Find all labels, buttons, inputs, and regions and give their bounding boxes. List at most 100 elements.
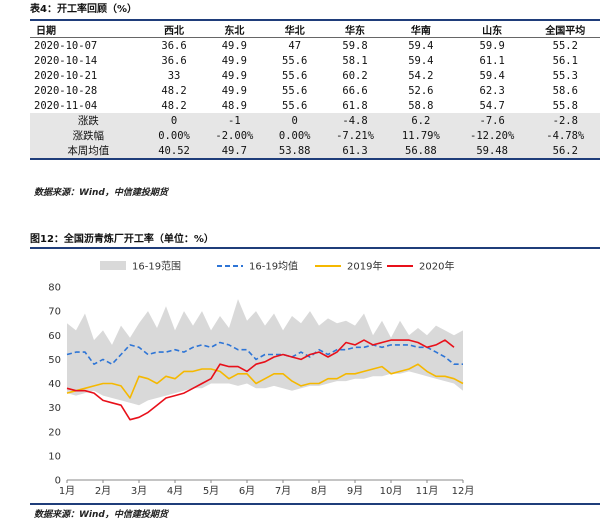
summary-cell: 0.00% <box>267 128 323 143</box>
summary-cell: 61.3 <box>322 143 388 160</box>
table-cell: 60.2 <box>342 69 368 82</box>
table-row: 2020-10-21 33 49.9 55.6 60.2 54.2 59.4 55.3 <box>30 68 600 83</box>
summary-row: 涨跌 0 -1 0 -4.8 6.2 -7.6 -2.8 <box>30 113 600 128</box>
y-tick-label: 70 <box>48 307 61 318</box>
summary-cell: 0 <box>146 113 202 128</box>
summary-cell: -2.00% <box>201 128 268 143</box>
table-cell: 62.3 <box>479 84 505 97</box>
y-tick-label: 10 <box>48 451 61 462</box>
table-cell: 58.8 <box>408 99 434 112</box>
table-cell: 33 <box>167 69 181 82</box>
table-row: 2020-10-07 36.6 49.9 47 59.8 59.4 59.9 55.2 <box>30 38 600 54</box>
table-header-cell: 山东 <box>453 22 531 38</box>
table-cell: 59.9 <box>479 39 505 52</box>
x-tick-label: 5月 <box>203 485 219 497</box>
summary-cell: 40.52 <box>146 143 202 160</box>
table-cell: 2020-11-04 <box>34 99 98 112</box>
table-row: 2020-11-04 48.2 48.9 55.6 61.8 58.8 54.7 55.8 <box>30 98 600 113</box>
table-header-cell: 华南 <box>387 22 454 38</box>
x-tick-label: 4月 <box>167 485 183 497</box>
y-tick-label: 20 <box>48 427 61 438</box>
table-cell: 55.6 <box>282 99 308 112</box>
table-caption: 表4：开工率回顾（%） <box>30 3 600 21</box>
x-tick-label: 8月 <box>311 485 327 497</box>
table-header-cell: 华北 <box>267 22 323 38</box>
legend-2019-label: 2019年 <box>347 260 382 273</box>
table-cell: 58.6 <box>552 84 578 97</box>
table-cell: 2020-10-28 <box>34 84 98 97</box>
summary-cell: 49.7 <box>201 143 268 160</box>
table-cell: 61.8 <box>342 99 368 112</box>
table-cell: 55.8 <box>552 99 578 112</box>
table-cell: 55.6 <box>282 69 308 82</box>
range-band-area <box>67 299 463 406</box>
table-cell: 49.9 <box>221 39 248 52</box>
table-cell: 58.1 <box>342 54 368 67</box>
y-tick-label: 60 <box>48 331 61 342</box>
table-cell: 66.6 <box>342 84 368 97</box>
summary-cell: 涨跌 <box>30 113 147 128</box>
series-2020-line <box>66 339 455 421</box>
table-cell: 59.8 <box>342 39 368 52</box>
table-cell: 2020-10-07 <box>34 39 98 52</box>
summary-cell: 本周均值 <box>30 143 147 160</box>
figure-caption: 图12：全国沥青炼厂开工率（单位：%） <box>30 233 600 249</box>
table-cell: 49.9 <box>221 84 248 97</box>
y-tick-label: 80 <box>48 283 61 294</box>
legend-2020-label: 2020年 <box>419 260 454 273</box>
table-cell: 59.4 <box>408 54 434 67</box>
legend-mean-label: 16-19均值 <box>249 260 298 273</box>
x-tick-label: 6月 <box>239 485 255 497</box>
summary-cell: -7.6 <box>453 113 531 128</box>
operating-rate-table: 日期 西北 东北 华北 华东 华南 山东 全国平均 2020-10-07 36.6 49.9 47 5… <box>30 22 600 160</box>
table-header-cell: 日期 <box>30 22 147 38</box>
table-cell: 36.6 <box>161 39 187 52</box>
table-cell: 48.9 <box>221 99 248 112</box>
y-tick-label: 50 <box>48 355 61 366</box>
table-cell: 55.6 <box>282 54 308 67</box>
summary-cell: 0.00% <box>146 128 202 143</box>
table-header-cell: 华东 <box>322 22 388 38</box>
x-tick-label: 3月 <box>131 485 147 497</box>
summary-cell: 涨跌幅 <box>30 128 147 143</box>
summary-cell: -4.78% <box>530 128 600 143</box>
y-tick-label: 40 <box>48 379 61 390</box>
x-tick-label: 10月 <box>380 485 403 497</box>
summary-cell: 56.2 <box>530 143 600 160</box>
table-cell: 36.6 <box>161 54 187 67</box>
table-cell: 52.6 <box>408 84 434 97</box>
figure-source-note: 数据来源：Wind，中信建投期货 <box>34 510 168 520</box>
legend-band-swatch <box>100 261 126 270</box>
table-cell: 55.3 <box>552 69 578 82</box>
table-cell: 2020-10-14 <box>34 54 98 67</box>
x-tick-label: 11月 <box>416 485 439 497</box>
table-cell: 55.2 <box>552 39 578 52</box>
table-cell: 54.7 <box>479 99 505 112</box>
x-tick-label: 9月 <box>347 485 363 497</box>
table-cell: 48.2 <box>161 99 187 112</box>
table-cell: 59.4 <box>479 69 505 82</box>
series-2019-line <box>66 363 464 399</box>
x-tick-label: 7月 <box>275 485 291 497</box>
mean-series-line <box>66 341 463 365</box>
table-header-cell: 全国平均 <box>530 22 600 38</box>
x-tick-label: 2月 <box>95 485 111 497</box>
table-cell: 54.2 <box>408 69 434 82</box>
table-cell: 59.4 <box>408 39 434 52</box>
table-header-row: 日期 西北 东北 华北 华东 华南 山东 全国平均 <box>30 22 600 38</box>
table-cell: 2020-10-21 <box>34 69 98 82</box>
summary-cell: -4.8 <box>322 113 388 128</box>
table-row: 2020-10-14 36.6 49.9 55.6 58.1 59.4 61.1 56.1 <box>30 53 600 68</box>
table-cell: 47 <box>288 39 302 52</box>
summary-cell: 0 <box>267 113 323 128</box>
summary-cell: -12.20% <box>453 128 531 143</box>
summary-cell: 6.2 <box>387 113 454 128</box>
summary-cell: -1 <box>201 113 268 128</box>
table-cell: 55.6 <box>282 84 308 97</box>
table-header-cell: 东北 <box>201 22 268 38</box>
legend-band-label: 16-19范围 <box>132 260 181 273</box>
summary-cell: 11.79% <box>387 128 454 143</box>
table-cell: 61.1 <box>479 54 505 67</box>
x-tick-label: 1月 <box>59 485 75 497</box>
table-header-cell: 西北 <box>146 22 202 38</box>
